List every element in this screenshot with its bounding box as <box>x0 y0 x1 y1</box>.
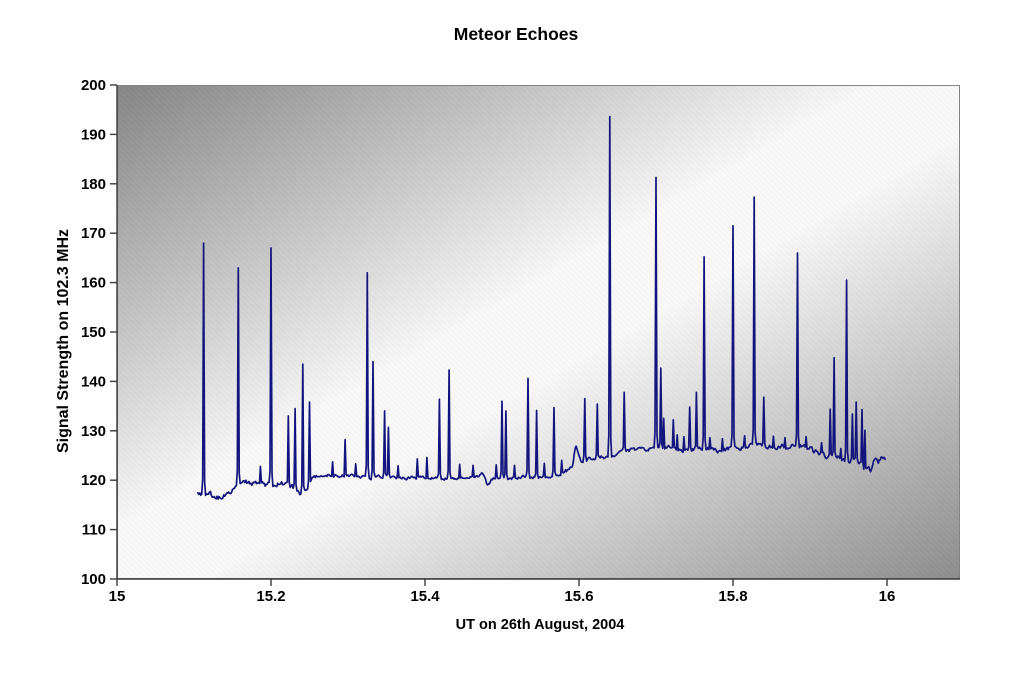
svg-text:16: 16 <box>879 588 896 605</box>
svg-text:15.8: 15.8 <box>718 588 747 605</box>
svg-text:190: 190 <box>81 126 106 143</box>
svg-text:Signal Strength on 102.3 MHz: Signal Strength on 102.3 MHz <box>55 229 72 453</box>
svg-text:130: 130 <box>81 423 106 440</box>
svg-text:200: 200 <box>81 77 106 94</box>
svg-text:UT on 26th August, 2004: UT on 26th August, 2004 <box>456 617 625 633</box>
svg-text:Meteor Echoes: Meteor Echoes <box>454 24 579 44</box>
svg-text:100: 100 <box>81 571 106 588</box>
svg-text:120: 120 <box>81 472 106 489</box>
svg-text:140: 140 <box>81 373 106 390</box>
svg-text:15.4: 15.4 <box>410 588 440 605</box>
svg-text:15.6: 15.6 <box>564 588 593 605</box>
svg-text:150: 150 <box>81 324 106 341</box>
svg-text:15: 15 <box>109 588 126 605</box>
svg-text:15.2: 15.2 <box>256 588 285 605</box>
svg-text:110: 110 <box>82 522 106 539</box>
svg-text:170: 170 <box>81 225 106 242</box>
svg-text:160: 160 <box>81 275 106 292</box>
svg-text:180: 180 <box>81 176 106 193</box>
